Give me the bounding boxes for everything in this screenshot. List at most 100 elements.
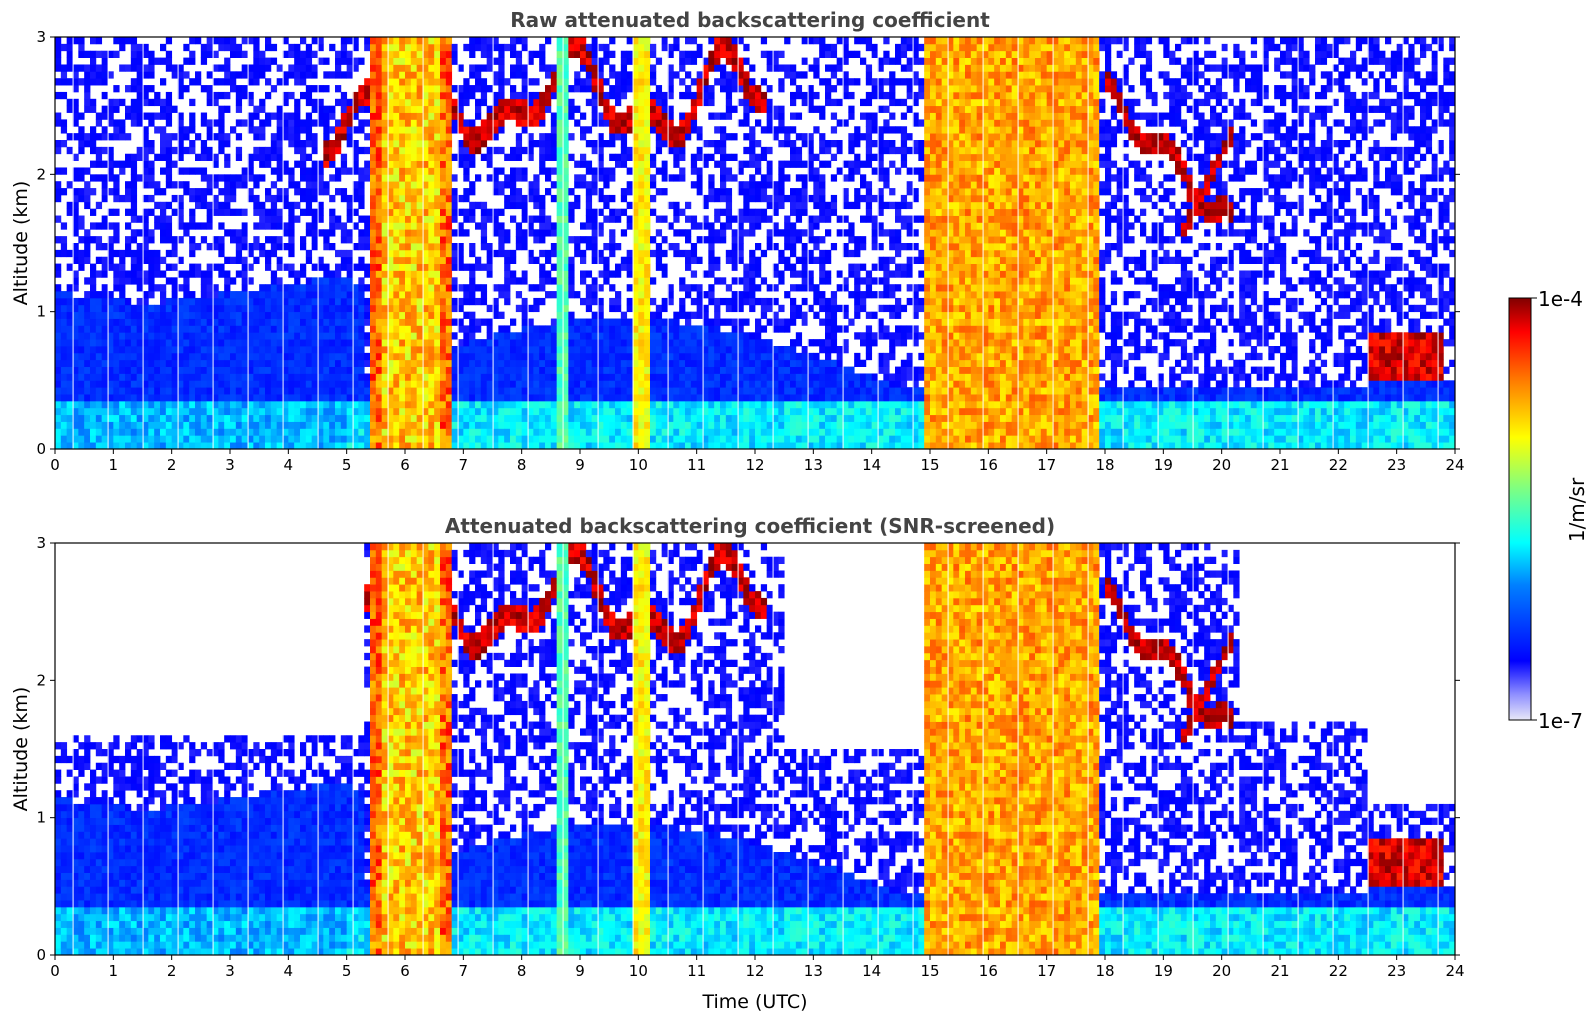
heatmap-cell — [78, 195, 84, 202]
heatmap-cell — [516, 106, 522, 113]
heatmap-cell — [650, 277, 656, 284]
heatmap-cell — [603, 270, 609, 277]
heatmap-cell — [67, 346, 73, 353]
heatmap-cell — [627, 415, 633, 422]
heatmap-cell — [119, 319, 125, 326]
heatmap-cell — [236, 147, 242, 154]
heatmap-cell — [370, 147, 376, 154]
heatmap-cell — [393, 373, 399, 380]
heatmap-cell — [399, 64, 405, 71]
heatmap-cell — [218, 380, 224, 387]
heatmap-cell — [452, 264, 458, 271]
heatmap-cell — [393, 270, 399, 277]
heatmap-cell — [78, 78, 84, 85]
heatmap-cell — [522, 298, 528, 305]
heatmap-cell — [580, 174, 586, 181]
heatmap-cell — [376, 435, 382, 442]
heatmap-cell — [516, 380, 522, 387]
heatmap-cell — [510, 92, 516, 99]
heatmap-cell — [376, 422, 382, 429]
heatmap-cell — [504, 99, 510, 106]
heatmap-cell — [166, 373, 172, 380]
heatmap-cell — [265, 319, 271, 326]
heatmap-cell — [218, 394, 224, 401]
heatmap-cell — [259, 106, 265, 113]
heatmap-cell — [271, 133, 277, 140]
heatmap-cell — [137, 284, 143, 291]
heatmap-cell — [259, 71, 265, 78]
heatmap-cell — [78, 216, 84, 223]
heatmap-cell — [148, 51, 154, 58]
heatmap-cell — [312, 71, 318, 78]
heatmap-cell — [399, 181, 405, 188]
heatmap-cell — [370, 380, 376, 387]
heatmap-cell — [347, 435, 353, 442]
heatmap-cell — [61, 428, 67, 435]
heatmap-cell — [644, 37, 650, 44]
heatmap-cell — [288, 71, 294, 78]
heatmap-cell — [405, 188, 411, 195]
heatmap-cell — [335, 401, 341, 408]
heatmap-cell — [347, 167, 353, 174]
heatmap-cell — [656, 106, 662, 113]
heatmap-cell — [370, 222, 376, 229]
heatmap-cell — [656, 442, 662, 449]
heatmap-cell — [405, 174, 411, 181]
heatmap-cell — [382, 51, 388, 58]
heatmap-cell — [61, 387, 67, 394]
heatmap-cell — [609, 174, 615, 181]
heatmap-cell — [551, 222, 557, 229]
heatmap-cell — [533, 435, 539, 442]
heatmap-cell — [84, 78, 90, 85]
heatmap-cell — [609, 167, 615, 174]
heatmap-cell — [382, 325, 388, 332]
heatmap-cell — [253, 154, 259, 161]
heatmap-cell — [160, 408, 166, 415]
heatmap-cell — [218, 147, 224, 154]
heatmap-cell — [376, 147, 382, 154]
heatmap-cell — [137, 332, 143, 339]
heatmap-cell — [376, 106, 382, 113]
heatmap-cell — [288, 126, 294, 133]
heatmap-cell — [463, 435, 469, 442]
heatmap-cell — [679, 133, 685, 140]
heatmap-cell — [469, 147, 475, 154]
heatmap-cell — [265, 58, 271, 65]
heatmap-cell — [265, 387, 271, 394]
heatmap-cell — [557, 202, 563, 209]
heatmap-cell — [230, 78, 236, 85]
heatmap-cell — [650, 44, 656, 51]
heatmap-cell — [312, 161, 318, 168]
heatmap-cell — [218, 188, 224, 195]
heatmap-cell — [440, 394, 446, 401]
heatmap-cell — [638, 236, 644, 243]
heatmap-cell — [253, 236, 259, 243]
heatmap-cell — [102, 291, 108, 298]
heatmap-cell — [119, 126, 125, 133]
heatmap-cell — [586, 435, 592, 442]
heatmap-cell — [411, 250, 417, 257]
heatmap-cell — [463, 332, 469, 339]
heatmap-cell — [96, 133, 102, 140]
heatmap-cell — [551, 291, 557, 298]
heatmap-cell — [656, 312, 662, 319]
heatmap-cell — [265, 147, 271, 154]
heatmap-cell — [644, 422, 650, 429]
heatmap-cell — [207, 99, 213, 106]
heatmap-cell — [393, 222, 399, 229]
heatmap-cell — [364, 44, 370, 51]
heatmap-cell — [446, 147, 452, 154]
heatmap-cell — [341, 319, 347, 326]
heatmap-cell — [516, 415, 522, 422]
heatmap-cell — [236, 387, 242, 394]
heatmap-cell — [376, 325, 382, 332]
heatmap-cell — [78, 319, 84, 326]
heatmap-cell — [160, 435, 166, 442]
heatmap-cell — [224, 133, 230, 140]
heatmap-cell — [90, 51, 96, 58]
heatmap-cell — [236, 250, 242, 257]
heatmap-cell — [172, 243, 178, 250]
heatmap-cell — [469, 353, 475, 360]
heatmap-cell — [621, 257, 627, 264]
heatmap-cell — [154, 305, 160, 312]
